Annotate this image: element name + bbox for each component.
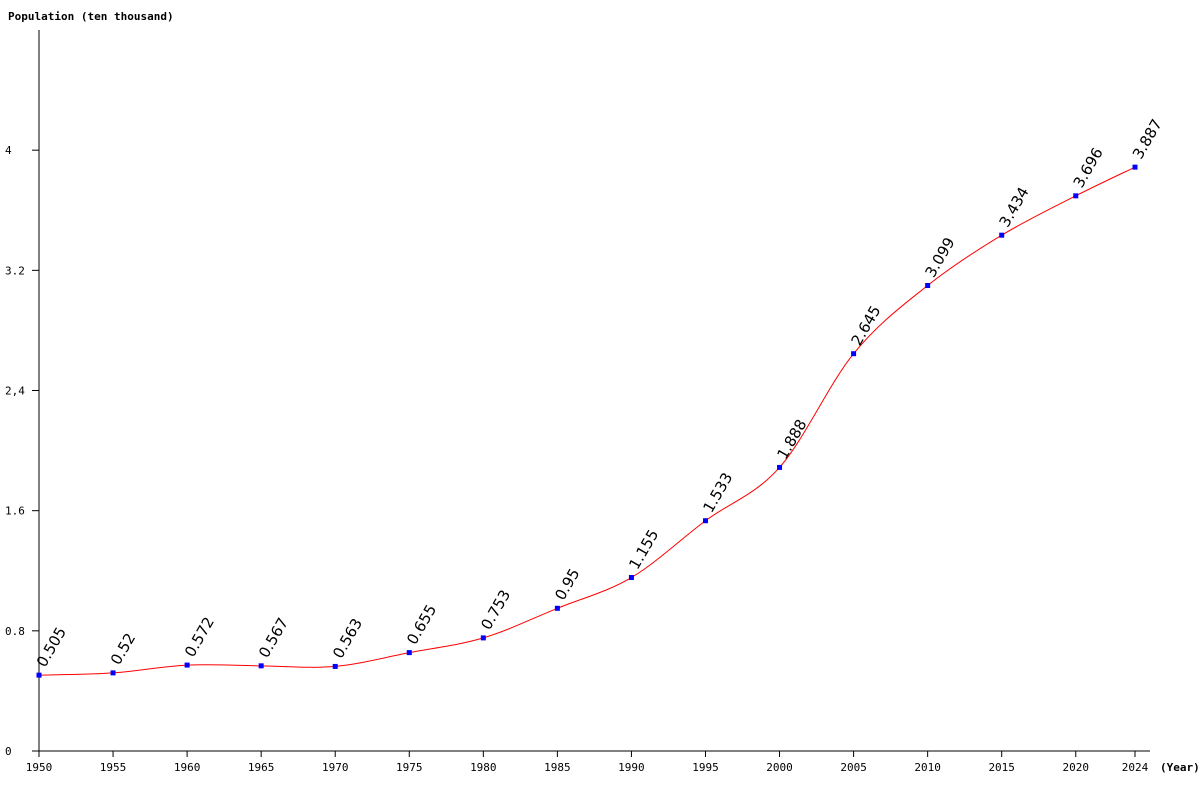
x-tick-label: 2005 (840, 761, 867, 774)
data-point (258, 663, 264, 669)
data-point (925, 283, 931, 289)
data-label: 0.52 (107, 630, 139, 668)
x-tick-label: 1985 (544, 761, 571, 774)
data-label: 3.099 (922, 234, 959, 280)
data-point (406, 650, 412, 656)
data-point (36, 672, 42, 678)
data-point (851, 351, 857, 357)
data-labels: 0.505 0.52 0.572 0.567 0.563 0.655 0.7530.951.… (33, 116, 1166, 670)
x-tick-label: 2020 (1063, 761, 1090, 774)
y-tick-label: 2,4 (5, 385, 25, 398)
data-label: 1.888 (773, 416, 810, 462)
x-tick-label: 1995 (692, 761, 719, 774)
x-tick-label: 1950 (26, 761, 53, 774)
data-label: 0.567 (255, 615, 292, 661)
data-label: 0.753 (477, 587, 514, 633)
data-label: 0.95 (551, 565, 583, 603)
series-layer (36, 164, 1138, 678)
x-tick-label: 1965 (248, 761, 275, 774)
x-tick-label: 2000 (766, 761, 793, 774)
data-point (1132, 164, 1138, 170)
data-point (999, 232, 1005, 238)
x-tick-label: 1960 (174, 761, 201, 774)
data-label: 0.655 (403, 601, 440, 647)
y-axis-ticks: 0 0.8 1.6 2,4 3.2 4 (5, 144, 39, 758)
data-label: 3.434 (996, 184, 1033, 230)
x-tick-label: 1980 (470, 761, 497, 774)
x-tick-label: 2015 (988, 761, 1015, 774)
x-tick-label: 1955 (100, 761, 127, 774)
data-label: 0.572 (181, 614, 218, 660)
x-axis-title: (Year) (1160, 761, 1200, 774)
data-label: 1.533 (699, 470, 736, 516)
data-point (777, 464, 783, 470)
y-tick-label: 0 (5, 745, 12, 758)
series-line (38, 166, 1136, 676)
y-tick-label: 3.2 (5, 264, 25, 277)
x-tick-label: 2024 (1122, 761, 1149, 774)
y-tick-label: 4 (5, 144, 12, 157)
data-label: 0.563 (329, 615, 366, 661)
x-tick-label: 1975 (396, 761, 423, 774)
data-point (554, 605, 560, 611)
data-point (480, 635, 486, 641)
data-point (332, 663, 338, 669)
y-tick-label: 1.6 (5, 505, 25, 518)
data-label: 3.887 (1129, 116, 1166, 162)
data-point (1073, 193, 1079, 199)
y-axis-title: Population (ten thousand) (8, 10, 174, 23)
data-label: 1.155 (625, 526, 662, 572)
x-tick-label: 1970 (322, 761, 349, 774)
x-axis-ticks: 1950 1955 1960 1965 1970 1975 1980 1985 1990 1995… (26, 751, 1149, 774)
x-tick-label: 2010 (914, 761, 941, 774)
data-point (702, 518, 708, 524)
data-point (628, 575, 634, 581)
data-point (110, 670, 116, 676)
data-label: 3.696 (1070, 145, 1107, 191)
x-tick-label: 1990 (618, 761, 645, 774)
y-tick-label: 0.8 (5, 625, 25, 638)
data-point (184, 662, 190, 668)
